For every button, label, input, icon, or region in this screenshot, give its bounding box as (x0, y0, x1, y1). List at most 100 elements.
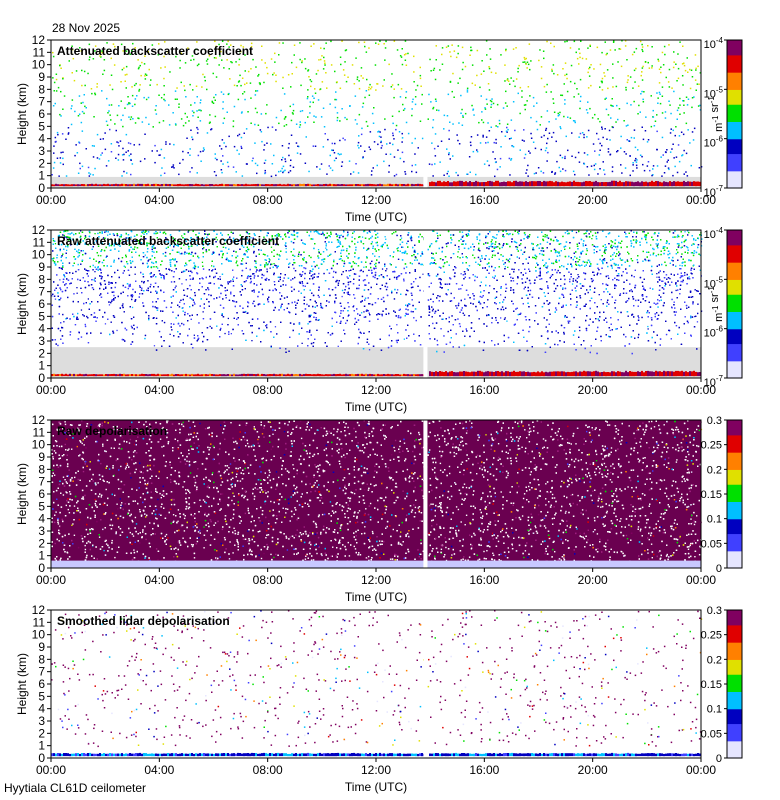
data-gap (423, 40, 427, 188)
colorbar-tick-label: 0.25 (701, 630, 722, 642)
ytick-label: 10 (32, 248, 46, 262)
colorbar-tick-label: 10-7 (704, 184, 724, 199)
xtick-label: 00:00 (36, 193, 66, 207)
data-gap (423, 610, 427, 758)
colorbar: 00.050.10.150.20.250.3 (701, 415, 742, 575)
ytick-label: 1 (38, 739, 45, 753)
ytick-label: 8 (38, 462, 45, 476)
ytick-label: 8 (38, 82, 45, 96)
heatmap-field (51, 420, 702, 568)
xtick-label: 08:00 (253, 763, 283, 777)
ytick-label: 7 (38, 95, 45, 109)
ceilometer-figure: 012345678910111200:00 04:00 08:00 12:00 16:0… (0, 0, 780, 800)
ytick-label: 1 (38, 169, 45, 183)
ytick-label: 9 (38, 70, 45, 84)
surface-layer (51, 561, 701, 568)
colorbar-tick-label: 0 (716, 753, 722, 765)
panel-title: Raw attenuated backscatter coefficient (57, 234, 279, 248)
xtick-label: 00:00 (36, 763, 66, 777)
colorbar: 00.050.10.150.20.250.3 (701, 605, 742, 765)
colorbar-tick-label: 0.15 (701, 489, 722, 501)
panel-title: Smoothed lidar depolarisation (57, 614, 230, 628)
xtick-label: 16:00 (469, 383, 499, 397)
ytick-label: 9 (38, 640, 45, 654)
xtick-label: 04:00 (144, 193, 174, 207)
data-gap (423, 420, 427, 568)
colorbar-tick-label: 10-6 (704, 325, 724, 340)
xtick-label: 00:00 (36, 383, 66, 397)
xtick-label: 04:00 (144, 383, 174, 397)
ytick-label: 12 (32, 413, 46, 427)
panel-title: Attenuated backscatter coefficient (57, 44, 253, 58)
colorbar-unit-label: m-1 sr-1 (707, 96, 725, 132)
colorbar-tick-label: 0.05 (701, 538, 722, 550)
ytick-label: 2 (38, 726, 45, 740)
xtick-label: 12:00 (361, 383, 391, 397)
colorbar-tick-label: 0.05 (701, 728, 722, 740)
ytick-label: 6 (38, 487, 45, 501)
xtick-label: 00:00 (686, 763, 716, 777)
xtick-label: 12:00 (361, 573, 391, 587)
colorbar: 10-710-610-510-4m-1 sr-1 (704, 226, 742, 389)
xtick-label: 20:00 (578, 383, 608, 397)
ytick-label: 7 (38, 475, 45, 489)
ytick-label: 10 (32, 438, 46, 452)
ytick-label: 10 (32, 628, 46, 642)
colorbar-tick-label: 0.15 (701, 679, 722, 691)
colorbar-tick-label: 10-7 (704, 374, 724, 389)
x-axis-label: Time (UTC) (345, 400, 407, 414)
ytick-label: 9 (38, 260, 45, 274)
xtick-label: 00:00 (686, 573, 716, 587)
ytick-label: 2 (38, 156, 45, 170)
colorbar-tick-label: 0.2 (707, 464, 722, 476)
plot-area (51, 40, 701, 188)
ytick-label: 6 (38, 677, 45, 691)
ytick-label: 4 (38, 512, 45, 526)
ytick-label: 9 (38, 450, 45, 464)
y-axis-label: Height (km) (15, 83, 29, 145)
xtick-label: 12:00 (361, 763, 391, 777)
colorbar-tick-label: 0.3 (707, 415, 722, 427)
xtick-label: 08:00 (253, 383, 283, 397)
x-axis-label: Time (UTC) (345, 590, 407, 604)
ytick-label: 1 (38, 359, 45, 373)
xtick-label: 16:00 (469, 573, 499, 587)
colorbar: 10-710-610-510-4m-1 sr-1 (704, 36, 742, 199)
panel-title: Raw depolarisation (57, 424, 167, 438)
ytick-label: 2 (38, 346, 45, 360)
xtick-label: 04:00 (144, 763, 174, 777)
xtick-label: 08:00 (253, 573, 283, 587)
xtick-label: 12:00 (361, 193, 391, 207)
colorbar-tick-label: 10-4 (704, 226, 724, 241)
ytick-label: 8 (38, 272, 45, 286)
y-axis-label: Height (km) (15, 273, 29, 335)
xtick-label: 20:00 (578, 193, 608, 207)
ytick-label: 6 (38, 107, 45, 121)
y-axis-label: Height (km) (15, 653, 29, 715)
xtick-label: 20:00 (578, 573, 608, 587)
ytick-label: 1 (38, 549, 45, 563)
ytick-label: 11 (33, 615, 46, 629)
ytick-label: 8 (38, 652, 45, 666)
ytick-label: 3 (38, 334, 45, 348)
colorbar-tick-label: 0 (716, 563, 722, 575)
colorbar-tick-label: 0.1 (707, 514, 722, 526)
xtick-label: 00:00 (36, 573, 66, 587)
ytick-label: 7 (38, 665, 45, 679)
plot-area (51, 610, 701, 758)
ytick-label: 11 (33, 235, 46, 249)
ytick-label: 4 (38, 322, 45, 336)
ytick-label: 4 (38, 702, 45, 716)
ytick-label: 3 (38, 524, 45, 538)
colorbar-tick-label: 0.1 (707, 704, 722, 716)
ytick-label: 7 (38, 285, 45, 299)
ytick-label: 5 (38, 309, 45, 323)
ytick-label: 12 (32, 603, 46, 617)
x-axis-label: Time (UTC) (345, 780, 407, 794)
xtick-label: 16:00 (469, 193, 499, 207)
xtick-label: 20:00 (578, 763, 608, 777)
